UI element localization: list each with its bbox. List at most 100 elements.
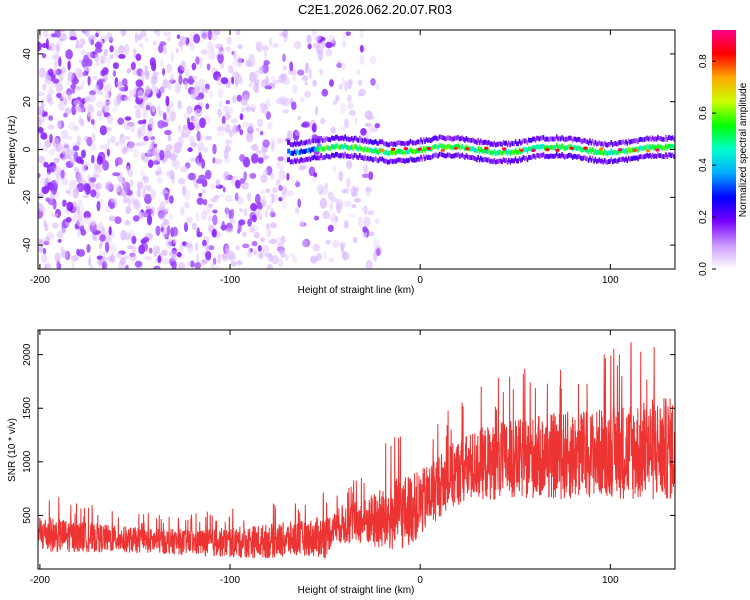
spectrogram-band-mark (442, 144, 445, 149)
spectrogram-band-mark (502, 148, 505, 154)
spectrogram-band-mark (381, 139, 384, 145)
spectrogram-band-mark (335, 143, 337, 149)
spectrogram-band-mark (626, 149, 629, 155)
spectrogram-noise-mark (189, 41, 195, 52)
spectrogram-band-mark (566, 145, 569, 151)
spectrogram-noise-mark (74, 67, 83, 78)
spectrogram-noise-mark (266, 228, 272, 238)
spectrogram-band-mark (417, 156, 420, 162)
spectrogram-noise-mark (177, 100, 183, 110)
spectrogram-noise-mark (88, 256, 92, 267)
spectrogram-band-mark (490, 158, 493, 164)
spectrogram-band-mark (647, 145, 650, 150)
y-tick-label: -20 (22, 190, 33, 205)
spectrogram-noise-mark (127, 95, 133, 102)
spectrogram-band-mark (574, 136, 577, 142)
spectrogram-band-mark (404, 159, 406, 164)
spectrogram-noise-mark (95, 182, 103, 190)
spectrogram-band-mark (361, 138, 364, 143)
spectrogram-noise-mark (118, 54, 126, 59)
spectrogram-band-mark (522, 155, 525, 160)
spectrogram-noise-mark (117, 117, 125, 125)
spectrogram-band-mark (461, 152, 464, 158)
spectrogram-noise-mark (161, 249, 168, 256)
spectrogram-noise-mark (293, 40, 302, 50)
spectrogram-band-mark (605, 159, 607, 165)
spectrogram-noise-mark (265, 75, 269, 85)
spectrogram-band-mark (378, 148, 381, 153)
spectrogram-x-label: Height of straight line (km) (298, 285, 415, 296)
spectrogram-noise-mark (258, 41, 264, 53)
spectrogram-noise-mark (67, 71, 75, 82)
spectrogram-band-mark (315, 147, 317, 152)
spectrogram-band-mark (446, 143, 449, 149)
spectrogram-band-mark (371, 139, 373, 145)
spectrogram-band-mark (309, 157, 312, 162)
spectrogram-band-mark (293, 140, 296, 146)
spectrogram-band-mark (544, 154, 546, 159)
spectrogram-noise-mark (254, 69, 259, 80)
spectrogram-band-mark (540, 152, 542, 158)
spectrogram-band-mark (352, 146, 354, 152)
spectrogram-band-mark (622, 139, 625, 145)
spectrogram-band-mark (287, 157, 289, 163)
spectrogram-band-mark (536, 135, 538, 141)
spectrogram-band-mark (360, 146, 362, 152)
spectrogram-band-mark (571, 137, 574, 143)
spectrogram-band-mark (380, 139, 382, 145)
spectrogram-band-mark (537, 135, 539, 141)
spectrogram-band-mark (590, 157, 593, 163)
spectrogram-noise-mark (200, 210, 208, 221)
spectrogram-band-mark (317, 155, 320, 161)
spectrogram-band-mark (573, 145, 575, 150)
spectrogram-band-mark (289, 159, 292, 165)
spectrogram-noise-mark (191, 115, 197, 123)
spectrogram-noise-mark (162, 112, 167, 121)
spectrogram-noise-mark (77, 227, 81, 238)
spectrogram-band-mark (441, 143, 444, 149)
spectrogram-band-mark (405, 157, 408, 163)
spectrogram-noise-mark (311, 176, 317, 182)
spectrogram-noise-mark (150, 75, 156, 87)
spectrogram-band-mark (626, 158, 629, 163)
spectrogram-noise-mark (156, 30, 161, 37)
spectrogram-noise-mark (130, 61, 136, 71)
spectrogram-noise-mark (104, 83, 112, 94)
spectrogram-band-mark (508, 149, 510, 154)
spectrogram-band-mark (638, 137, 641, 143)
spectrogram-noise-mark (317, 184, 324, 195)
spectrogram-noise-mark (100, 54, 107, 64)
spectrogram-noise-mark (54, 166, 62, 177)
spectrogram-band-mark (615, 141, 618, 147)
spectrogram-noise-mark (106, 32, 113, 41)
spectrogram-band-mark (408, 140, 410, 146)
spectrogram-noise-mark (43, 161, 49, 168)
spectrogram-noise-mark (95, 62, 100, 67)
spectrogram-noise-mark (195, 242, 199, 251)
spectrogram-noise-mark (364, 166, 368, 176)
spectrogram-band-mark (650, 145, 653, 151)
spectrogram-noise-mark (117, 81, 122, 91)
spectrogram-noise-mark (311, 134, 318, 139)
spectrogram-noise-mark (222, 186, 226, 193)
spectrogram-band-mark (372, 148, 374, 154)
spectrogram-noise-mark (270, 82, 276, 88)
spectrogram-band-mark (406, 149, 409, 155)
spectrogram-noise-mark (328, 257, 335, 263)
spectrogram-noise-mark (345, 31, 351, 36)
spectrogram-band-mark (465, 153, 468, 159)
spectrogram-band-mark (289, 150, 292, 156)
spectrogram-band-mark (422, 145, 425, 151)
spectrogram-noise-mark (251, 144, 259, 151)
spectrogram-band-mark (577, 154, 579, 159)
spectrogram-noise-mark (276, 242, 284, 253)
spectrogram-noise-mark (369, 55, 377, 65)
spectrogram-band-mark (412, 157, 414, 163)
spectrogram-band-mark (413, 157, 416, 163)
spectrogram-band-mark (646, 144, 649, 149)
spectrogram-noise-mark (80, 49, 87, 56)
spectrogram-band-mark (651, 135, 654, 141)
spectrogram-band-mark (305, 156, 308, 162)
spectrogram-noise-mark (346, 160, 353, 170)
spectrogram-band-mark (524, 138, 526, 144)
